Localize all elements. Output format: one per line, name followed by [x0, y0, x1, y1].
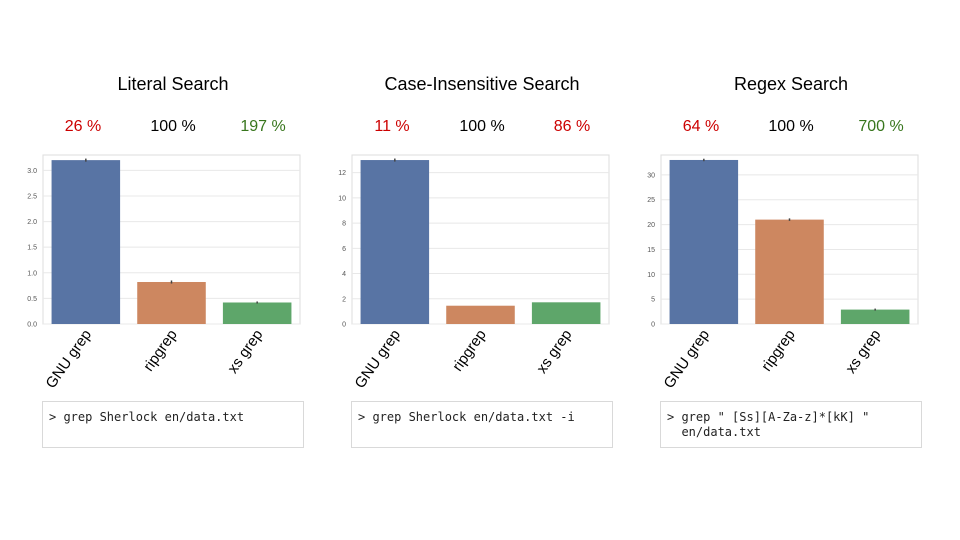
- bar-ripgrep: [446, 305, 515, 324]
- command-box: > grep Sherlock en/data.txt: [42, 401, 304, 448]
- panel-regex-search: Regex Search 64 % 100 % 700 % 0 5 10 15 20 25…: [641, 0, 941, 540]
- x-tick-label-ripgrep: ripgrep: [449, 327, 490, 375]
- x-tick-label-ripgrep: ripgrep: [758, 327, 799, 375]
- x-tick-label-xs-grep: xs grep: [224, 327, 266, 377]
- y-tick-label: 2.0: [27, 219, 37, 226]
- x-tick-label-gnu-grep: GNU grep: [42, 327, 95, 392]
- percentage-xs-grep: 700 %: [858, 118, 904, 135]
- y-tick-label: 15: [647, 247, 655, 254]
- y-tick-label: 10: [338, 195, 346, 202]
- y-tick-label: 0: [342, 322, 346, 329]
- y-tick-label: 3.0: [27, 168, 37, 175]
- y-tick-label: 20: [647, 222, 655, 229]
- y-tick-label: 4: [342, 271, 346, 278]
- y-tick-label: 0: [651, 322, 655, 329]
- panel-literal-search: Literal Search 26 % 100 % 197 % 0.0 0.5 1.…: [23, 0, 323, 540]
- command-box: > grep Sherlock en/data.txt -i: [351, 401, 613, 448]
- x-tick-label-ripgrep: ripgrep: [140, 327, 181, 375]
- y-tick-label: 0.5: [27, 296, 37, 303]
- y-tick-label: 6: [342, 246, 346, 253]
- command-box: > grep " [Ss][A-Za-z]*[kK] " en/data.txt: [660, 401, 922, 448]
- x-tick-label-gnu-grep: GNU grep: [660, 327, 713, 392]
- bar-xs-grep: [840, 309, 910, 324]
- panel-title: Case-Insensitive Search: [384, 74, 580, 94]
- percentage-xs-grep: 197 %: [240, 118, 286, 135]
- y-tick-label: 30: [647, 172, 655, 179]
- bar-xs-grep: [531, 302, 601, 324]
- percentage-gnu-grep: 11 %: [374, 118, 410, 135]
- y-tick-label: 1.5: [27, 245, 37, 252]
- panel-title: Literal Search: [117, 74, 229, 94]
- percentage-ripgrep: 100 %: [150, 118, 196, 135]
- bar-chart: 0 2 4 6 8 10 12 GNU grep ripgrep xs grep: [338, 154, 610, 392]
- percentage-gnu-grep: 26 %: [64, 118, 102, 135]
- y-tick-label: 5: [651, 297, 655, 304]
- percentage-xs-grep: 86 %: [553, 118, 591, 135]
- panel-case-insensitive-search: Case-Insensitive Search 11 % 100 % 86 % …: [332, 0, 632, 540]
- bar-ripgrep: [137, 282, 206, 324]
- x-tick-label-gnu-grep: GNU grep: [351, 327, 404, 392]
- y-tick-label: 10: [647, 272, 655, 279]
- bar-chart: 0.0 0.5 1.0 1.5 2.0 2.5 3.0 GNU grep ripgrep xs g…: [27, 154, 301, 392]
- bar-gnu-grep: [669, 159, 739, 324]
- percentage-ripgrep: 100 %: [768, 118, 814, 135]
- y-tick-label: 12: [338, 170, 346, 177]
- bar-ripgrep: [755, 219, 824, 324]
- bar-xs-grep: [222, 302, 292, 324]
- bar-chart: 0 5 10 15 20 25 30 GNU grep ripgrep xs grep: [647, 154, 919, 392]
- y-tick-label: 8: [342, 221, 346, 228]
- y-tick-label: 2.5: [27, 193, 37, 200]
- y-tick-label: 0.0: [27, 322, 37, 329]
- y-tick-label: 2: [342, 296, 346, 303]
- bar-gnu-grep: [51, 160, 121, 324]
- x-tick-label-xs-grep: xs grep: [533, 327, 575, 377]
- panel-title: Regex Search: [733, 74, 849, 94]
- percentage-gnu-grep: 64 %: [682, 118, 720, 135]
- y-tick-label: 1.0: [27, 270, 37, 277]
- x-tick-label-xs-grep: xs grep: [842, 327, 884, 377]
- bar-gnu-grep: [360, 160, 430, 324]
- percentage-ripgrep: 100 %: [459, 118, 505, 135]
- y-tick-label: 25: [647, 197, 655, 204]
